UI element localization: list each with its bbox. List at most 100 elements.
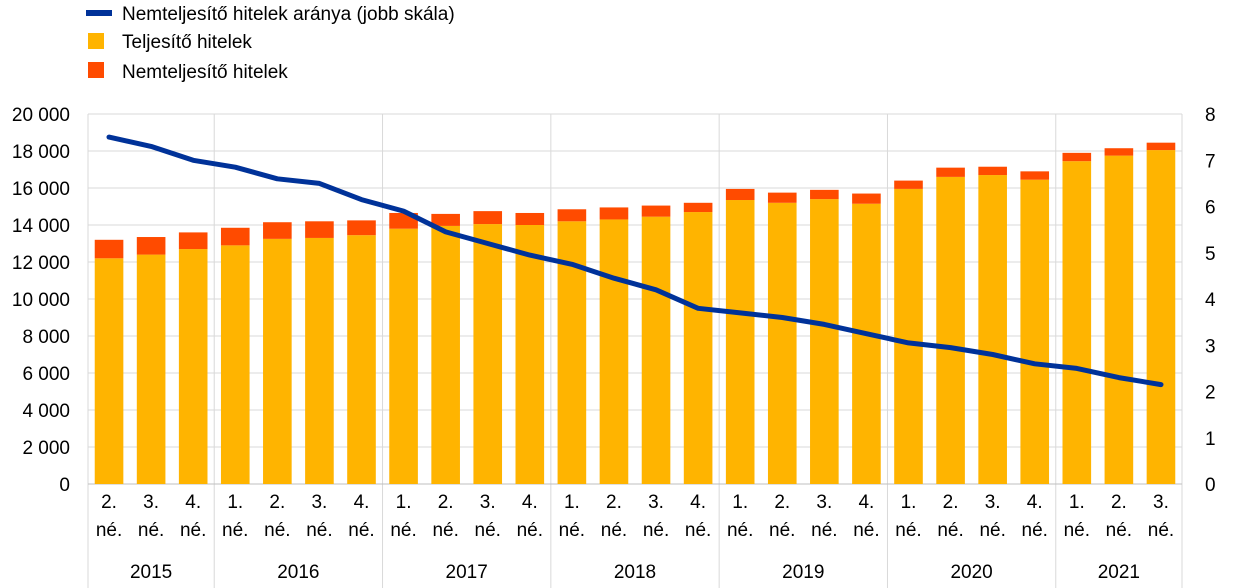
category-label-unit: né. <box>138 520 164 541</box>
left-axis-tick-label: 6 000 <box>22 364 70 385</box>
category-label-quarter: 1. <box>564 492 580 513</box>
bar-nonperforming <box>641 205 671 217</box>
legend-performing-swatch <box>88 33 104 49</box>
category-label-quarter: 4. <box>185 492 201 513</box>
category-label-quarter: 4. <box>690 492 706 513</box>
bar-nonperforming <box>347 220 376 236</box>
bar-nonperforming <box>810 189 839 200</box>
bar-nonperforming <box>852 193 881 204</box>
category-label-quarter: 2. <box>269 492 285 513</box>
ratio-line-group <box>106 134 1164 388</box>
category-label-quarter: 1. <box>227 492 243 513</box>
left-axis-tick-label: 12 000 <box>12 253 70 274</box>
category-label-quarter: 4. <box>1027 492 1043 513</box>
bar-performing <box>1146 150 1176 484</box>
category-label-quarter: 2. <box>943 492 959 513</box>
bars <box>94 142 1176 485</box>
bar-nonperforming <box>725 188 755 201</box>
category-label-unit: né. <box>348 520 374 541</box>
bar-nonperforming <box>136 237 166 255</box>
category-label-unit: né. <box>1106 520 1132 541</box>
bar-nonperforming <box>178 232 208 250</box>
bar-nonperforming <box>557 209 587 222</box>
bar-performing <box>641 216 671 485</box>
category-label-quarter: 2. <box>606 492 622 513</box>
legend-nonperforming-swatch <box>88 62 104 78</box>
bar-nonperforming <box>683 202 713 213</box>
category-label-unit: né. <box>853 520 879 541</box>
bar-nonperforming <box>1146 142 1176 151</box>
right-axis-tick-label: 7 <box>1205 151 1216 172</box>
left-axis-tick-label: 4 000 <box>22 401 70 422</box>
bar-performing <box>1020 179 1050 485</box>
bar-performing <box>473 224 503 484</box>
left-axis-tick-label: 20 000 <box>12 105 70 126</box>
right-axis: 0 1 2 3 4 5 6 7 8 <box>1205 105 1216 496</box>
category-label-quarter: 3. <box>143 492 159 513</box>
bar-nonperforming <box>599 207 629 220</box>
category-label-quarter: 1. <box>901 492 917 513</box>
bar-performing <box>305 237 334 484</box>
legend-performing-label: Teljesítő hitelek <box>122 32 252 53</box>
left-axis-tick-label: 8 000 <box>22 327 70 348</box>
bar-performing <box>725 200 755 484</box>
category-label-unit: né. <box>979 520 1005 541</box>
category-label-unit: né. <box>559 520 585 541</box>
legend-nonperforming-label: Nemteljesítő hitelek <box>122 62 288 83</box>
category-label-unit: né. <box>96 520 122 541</box>
category-label-unit: né. <box>727 520 753 541</box>
category-label-quarter: 3. <box>480 492 496 513</box>
ratio-line <box>106 134 1164 388</box>
category-label-quarter: 3. <box>816 492 832 513</box>
year-label: 2019 <box>782 562 824 583</box>
bar-nonperforming <box>263 222 292 239</box>
right-axis-tick-label: 3 <box>1205 336 1216 357</box>
bar-nonperforming <box>936 167 965 177</box>
bar-performing <box>599 219 629 484</box>
bar-performing <box>431 225 460 485</box>
category-label-unit: né. <box>643 520 669 541</box>
bar-performing <box>683 212 713 485</box>
bar-performing <box>767 202 797 485</box>
bar-performing <box>1104 155 1134 484</box>
left-axis-tick-label: 18 000 <box>12 142 70 163</box>
category-label-quarter: 3. <box>985 492 1001 513</box>
bar-performing <box>978 175 1007 485</box>
bar-performing <box>220 245 250 484</box>
category-label-unit: né. <box>1148 520 1174 541</box>
left-axis-tick-label: 0 <box>59 475 70 496</box>
category-label-unit: né. <box>685 520 711 541</box>
category-label-unit: né. <box>937 520 963 541</box>
left-axis-tick-label: 14 000 <box>12 216 70 237</box>
category-label-quarter: 4. <box>858 492 874 513</box>
bar-nonperforming <box>1062 152 1092 162</box>
year-label: 2021 <box>1098 562 1140 583</box>
category-label-unit: né. <box>180 520 206 541</box>
category-label-unit: né. <box>769 520 795 541</box>
year-label: 2016 <box>277 562 319 583</box>
bar-performing <box>515 225 545 484</box>
right-axis-tick-label: 2 <box>1205 383 1216 404</box>
category-label-unit: né. <box>811 520 837 541</box>
bar-performing <box>1062 161 1092 485</box>
category-label-quarter: 1. <box>1069 492 1085 513</box>
year-label: 2017 <box>446 562 488 583</box>
right-axis-tick-label: 6 <box>1205 198 1216 219</box>
bar-performing <box>136 254 166 484</box>
year-label: 2018 <box>614 562 656 583</box>
category-label-quarter: 4. <box>522 492 538 513</box>
left-axis-tick-label: 10 000 <box>12 290 70 311</box>
bar-performing <box>936 176 965 484</box>
bar-performing <box>852 203 881 484</box>
category-label-quarter: 2. <box>438 492 454 513</box>
category-label-unit: né. <box>517 520 543 541</box>
left-axis-tick-label: 16 000 <box>12 179 70 200</box>
bar-nonperforming <box>220 227 250 246</box>
bar-nonperforming <box>473 211 503 225</box>
category-label-unit: né. <box>432 520 458 541</box>
left-axis: 0 2 000 4 000 6 000 8 000 10 000 12 000 14 000 1… <box>12 105 70 496</box>
category-label-unit: né. <box>306 520 332 541</box>
right-axis-tick-label: 4 <box>1205 290 1216 311</box>
bar-nonperforming <box>515 212 545 225</box>
